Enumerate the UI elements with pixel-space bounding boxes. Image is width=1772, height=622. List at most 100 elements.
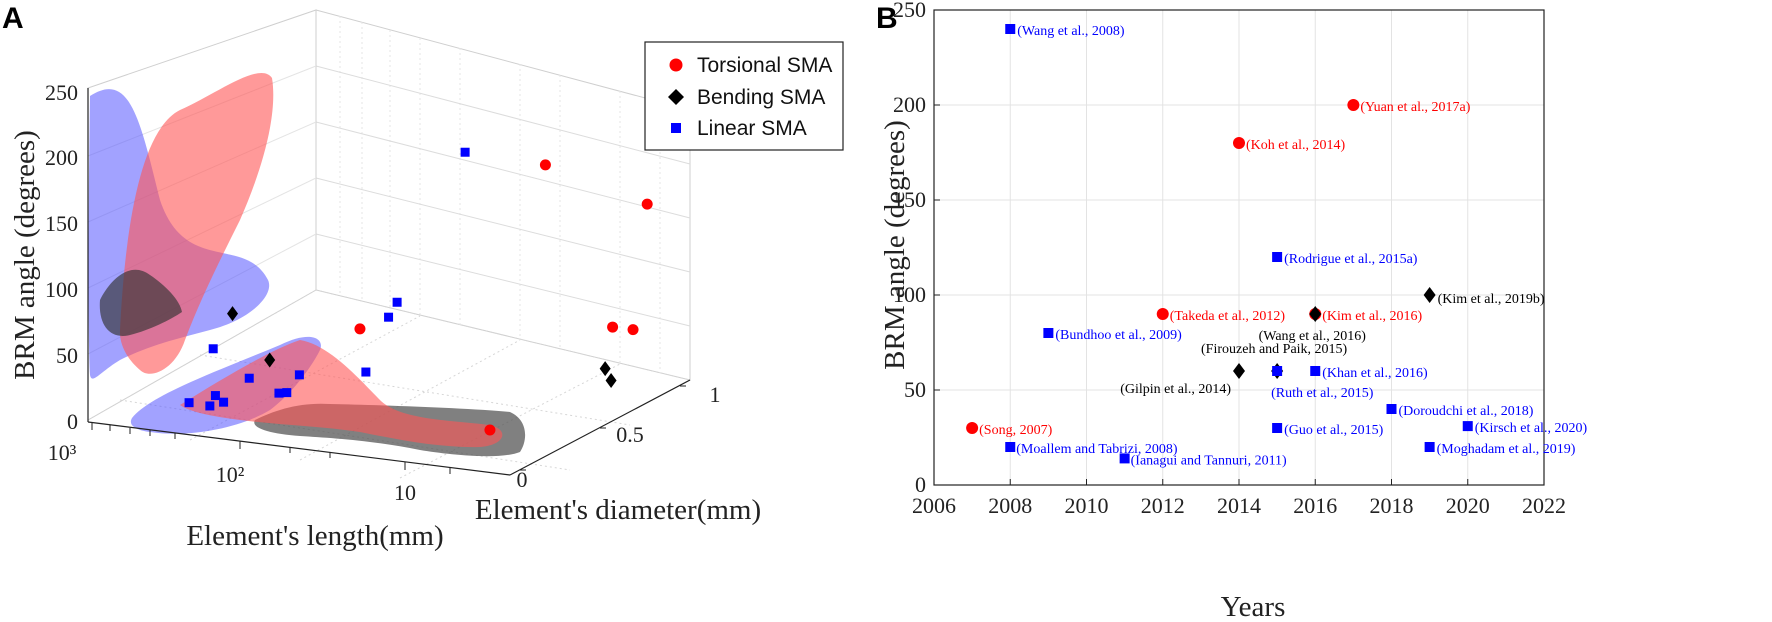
square-point-b-0 [1005,24,1016,34]
x-tick-10: 10 [394,480,416,505]
circle-point-b-1 [1156,308,1169,320]
diamond-point-a-bending-sma-1 [264,352,276,368]
chart-b-ticks: 2006 2008 2010 2012 2014 2016 2018 2020 2022 0 50 1… [893,0,1566,518]
chart-a-3d-regions [88,72,274,379]
chart-a-legend: Torsional SMA Bending SMA Linear SMA [644,41,844,151]
circle-point-a-torsional-sma-1 [354,323,366,335]
z-tick-200: 200 [45,145,78,170]
square-point-a-linear-sma-11 [392,297,402,307]
square-point-a-linear-sma-7 [274,388,284,398]
point-label: (Ianagui and Tannuri, 2011) [1131,453,1287,468]
point-label: (Guo et al., 2015) [1284,423,1383,438]
panel-a: A [2,2,844,552]
x-tick-label: 2016 [1293,493,1337,518]
chart-a-x-title: Element's length(mm) [186,520,443,552]
panel-b: B 2006 2008 2010 2012 2014 2016 2018 2020 2022 0 5… [876,0,1587,622]
y-tick-label: 200 [893,92,926,117]
legend-bending-label: Bending SMA [697,86,825,109]
x-tick-label: 2012 [1141,493,1185,518]
square-point-b-10 [1462,421,1473,432]
point-label: (Kim et al., 2016) [1322,309,1422,324]
square-point-a-linear-sma-12 [460,147,470,157]
y-tick-label: 0 [915,472,926,497]
square-point-a-linear-sma-4 [219,397,229,407]
z-tick-100: 100 [45,277,78,302]
point-label: (Bundhoo et al., 2009) [1055,328,1182,343]
square-point-b-8 [1386,404,1397,414]
point-label: (Moghadam et al., 2019) [1437,442,1576,457]
panel-b-letter: B [876,2,898,35]
x-tick-label: 2022 [1522,493,1566,518]
diamond-point-b-2 [1309,306,1322,322]
point-label: (Moallem and Tabrizi, 2008) [1016,442,1178,457]
square-point-a-linear-sma-10 [384,312,394,322]
square-point-b-1 [1005,442,1016,452]
square-point-b-7 [1310,366,1321,376]
point-label: (Firouzeh and Paik, 2015) [1201,342,1348,357]
diamond-point-a-bending-sma-0 [227,306,239,322]
z-tick-250: 250 [45,80,78,105]
x-tick-label: 2010 [1065,493,1109,518]
x-tick-label: 2020 [1446,493,1490,518]
x-tick-1000: 10³ [48,440,77,465]
circle-point-a-torsional-sma-2 [539,159,551,171]
circle-point-a-torsional-sma-3 [641,198,653,210]
legend-torsional-label: Torsional SMA [697,54,832,77]
square-point-a-linear-sma-9 [361,367,371,377]
x-tick-100: 10² [216,462,245,487]
panel-a-letter: A [2,2,24,35]
point-label: (Takeda et al., 2012) [1170,309,1286,324]
chart-b-point-labels: (Song, 2007) (Takeda et al., 2012) (Koh et… [979,24,1587,468]
point-label: (Khan et al., 2016) [1322,366,1428,381]
point-label: (Wang et al., 2016) [1259,329,1367,344]
square-point-a-linear-sma-8 [294,370,304,380]
chart-a-back-wall [315,9,691,381]
circle-point-a-torsional-sma-0 [484,424,496,436]
point-label: (Koh et al., 2014) [1246,138,1345,153]
circle-point-b-0 [966,422,979,434]
legend-bending-marker [668,89,684,105]
point-label: (Wang et al., 2008) [1017,24,1125,39]
legend-linear-marker [671,123,681,133]
y-tick-label: 250 [893,0,926,22]
y-tick-label: 50 [904,377,926,402]
square-point-a-linear-sma-6 [282,388,292,398]
circle-point-b-2 [1233,137,1245,149]
chart-b-x-title: Years [1221,591,1286,622]
point-label: (Kirsch et al., 2020) [1475,421,1588,436]
point-label: (Ruth et al., 2015) [1271,386,1374,401]
square-point-a-linear-sma-3 [208,344,218,354]
square-point-b-4 [1272,252,1283,262]
y-tick-label: 100 [893,282,926,307]
point-label: (Yuan et al., 2017a) [1360,100,1470,115]
diamond-point-a-bending-sma-2 [599,361,611,377]
z-tick-50: 50 [56,343,78,368]
square-point-b-9 [1424,442,1435,452]
bending-region [99,269,182,336]
x-tick-label: 2018 [1370,493,1414,518]
chart-b-y-title: BRM angle (degrees) [879,120,911,370]
chart-a-regions [130,336,526,457]
point-label: (Rodrigue et al., 2015a) [1284,252,1418,267]
diamond-point-a-bending-sma-3 [605,372,617,388]
torsional-floor-region [180,340,503,448]
square-point-b-5 [1272,366,1283,376]
circle-point-a-torsional-sma-4 [607,321,619,333]
chart-b-markers [966,24,1473,464]
point-label: (Gilpin et al., 2014) [1120,382,1231,397]
y-tick-0.5: 0.5 [616,422,644,447]
legend-torsional-marker [669,58,683,72]
legend-linear-label: Linear SMA [697,117,807,140]
square-point-b-3 [1119,453,1130,464]
y-tick-1: 1 [710,382,721,407]
x-tick-label: 2014 [1217,493,1261,518]
point-label: (Doroudchi et al., 2018) [1399,404,1534,419]
diamond-point-b-3 [1423,287,1436,303]
square-point-a-linear-sma-5 [244,373,254,383]
square-point-b-2 [1043,328,1054,338]
square-point-a-linear-sma-1 [205,401,215,411]
circle-point-b-4 [1347,99,1360,111]
chart-a-z-ticks: 0 50 100 150 200 250 [45,80,78,434]
square-point-a-linear-sma-2 [210,391,220,401]
